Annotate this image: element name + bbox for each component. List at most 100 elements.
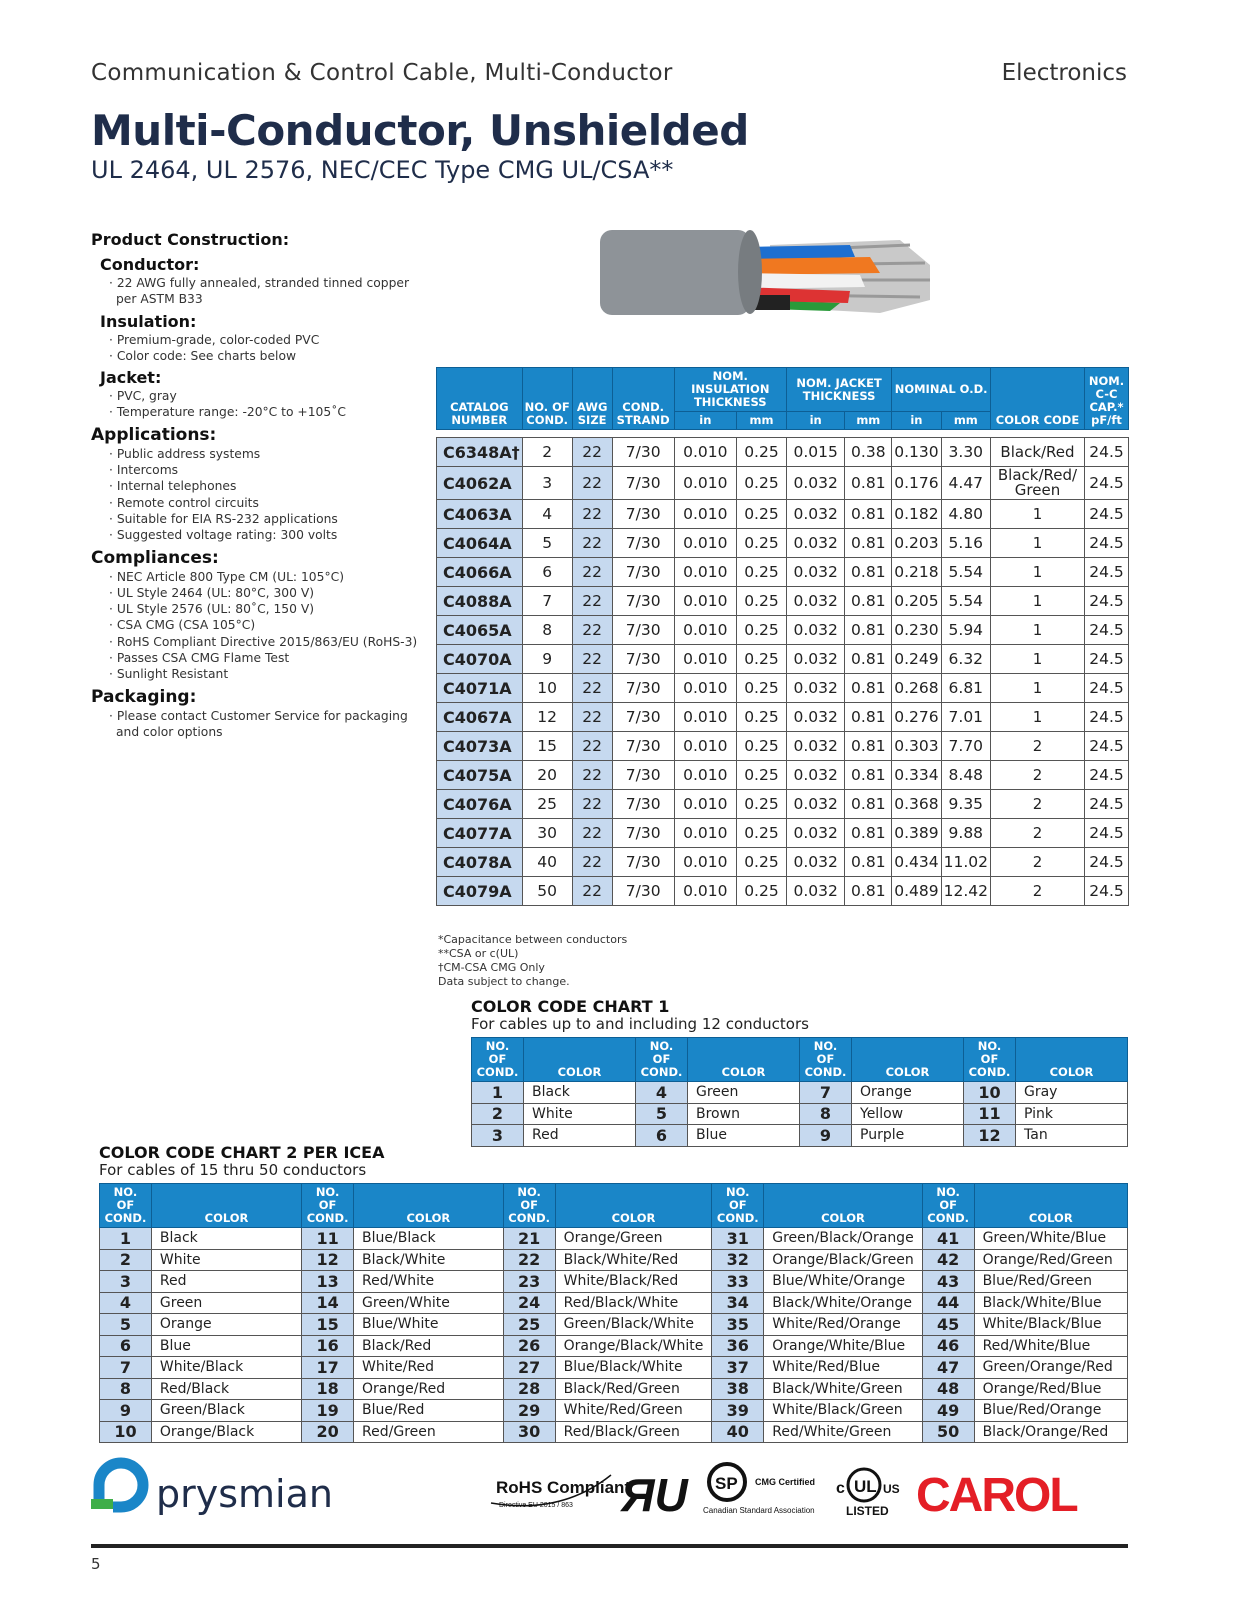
color-code-cell: 2 bbox=[990, 731, 1085, 761]
conductors-cell: 20 bbox=[521, 760, 573, 790]
awg-size-cell: 22 bbox=[571, 847, 613, 877]
awg-size-cell: 22 bbox=[571, 789, 613, 819]
table-row: 5 Orange 15 Blue/White 25 Green/Black/White 35… bbox=[99, 1313, 1129, 1336]
od-mm-cell: 8.48 bbox=[940, 760, 992, 790]
od-mm-cell: 5.54 bbox=[940, 586, 992, 616]
spec-item: 22 AWG fully annealed, stranded tinned c… bbox=[109, 275, 431, 308]
color-code-cell: 1 bbox=[990, 499, 1085, 529]
ul-recognized-logo: ЯU bbox=[620, 1469, 690, 1521]
strand-cell: 7/30 bbox=[611, 847, 675, 877]
insulation-mm-cell: 0.25 bbox=[736, 702, 787, 732]
conductor-color: Black/White/Blue bbox=[973, 1291, 1129, 1314]
spec-item: Public address systems bbox=[109, 446, 431, 462]
capacitance-cell: 24.5 bbox=[1084, 818, 1129, 848]
conductors-cell: 3 bbox=[521, 466, 573, 500]
insulation-mm-cell: 0.25 bbox=[736, 673, 787, 703]
spec-list: Premium-grade, color-coded PVCColor code… bbox=[109, 332, 431, 365]
conductor-number: 3 bbox=[471, 1124, 524, 1147]
conductor-color: Red/Black/Green bbox=[554, 1420, 713, 1443]
conductor-color: Orange/Black/White bbox=[554, 1334, 713, 1357]
prysmian-wordmark: prysmian bbox=[156, 1472, 333, 1516]
conductor-color: Orange/Red bbox=[353, 1377, 504, 1400]
conductor-color: Orange/Red/Green bbox=[973, 1248, 1129, 1271]
conductors-cell: 30 bbox=[521, 818, 573, 848]
spec-list: Please contact Customer Service for pack… bbox=[109, 708, 431, 741]
conductor-number: 6 bbox=[99, 1334, 152, 1357]
catalog-number-cell: C4066A bbox=[436, 557, 523, 587]
col-cond: NO. OF COND. bbox=[963, 1037, 1016, 1082]
document-category: Communication & Control Cable, Multi-Con… bbox=[91, 60, 673, 86]
conductor-number: 9 bbox=[99, 1399, 152, 1422]
spec-list: PVC, grayTemperature range: -20°C to +10… bbox=[109, 388, 431, 421]
unit-mm: mm bbox=[736, 411, 787, 430]
color-code-cell: 1 bbox=[990, 615, 1085, 645]
spec-item: CSA CMG (CSA 105°C) bbox=[109, 617, 431, 633]
col-cond: NO. OF COND. bbox=[799, 1037, 852, 1082]
col-color: COLOR bbox=[687, 1037, 800, 1082]
color-code-cell: 1 bbox=[990, 644, 1085, 674]
product-specifications: Product Construction: Conductor:22 AWG f… bbox=[91, 230, 431, 740]
svg-text:US: US bbox=[883, 1482, 900, 1496]
conductor-number: 11 bbox=[963, 1102, 1016, 1125]
spec-list: NEC Article 800 Type CM (UL: 105°C)UL St… bbox=[109, 569, 431, 683]
od-in-cell: 0.303 bbox=[891, 731, 942, 761]
conductor-color: Orange/Black bbox=[150, 1420, 303, 1443]
footnote: **CSA or c(UL) bbox=[438, 947, 519, 960]
col-insulation: NOM. INSULATION THICKNESS bbox=[673, 367, 787, 412]
conductor-number: 44 bbox=[921, 1291, 975, 1314]
table-row: 8 Red/Black 18 Orange/Red 28 Black/Red/Green 3… bbox=[99, 1377, 1129, 1400]
conductor-number: 4 bbox=[99, 1291, 152, 1314]
conductor-number: 9 bbox=[799, 1124, 852, 1147]
jacket-mm-cell: 0.81 bbox=[844, 702, 893, 732]
conductor-color: Green/Black/Orange bbox=[763, 1227, 923, 1250]
od-mm-cell: 5.94 bbox=[940, 615, 992, 645]
conductor-number: 19 bbox=[301, 1399, 355, 1422]
jacket-mm-cell: 0.81 bbox=[844, 499, 893, 529]
conductor-color: Black bbox=[150, 1227, 303, 1250]
conductors-cell: 50 bbox=[521, 876, 573, 906]
od-in-cell: 0.176 bbox=[891, 466, 942, 500]
conductor-color: Black bbox=[523, 1081, 636, 1104]
conductor-color: Black/White/Red bbox=[554, 1248, 713, 1271]
conductor-number: 20 bbox=[301, 1420, 355, 1443]
strand-cell: 7/30 bbox=[611, 702, 675, 732]
conductor-color: Purple bbox=[851, 1124, 964, 1147]
conductor-number: 30 bbox=[502, 1420, 556, 1443]
od-in-cell: 0.230 bbox=[891, 615, 942, 645]
conductor-color: Green/Black/White bbox=[554, 1313, 713, 1336]
table-row: C4071A 10 22 7/30 0.010 0.25 0.032 0.81 0.268 6.8… bbox=[436, 673, 1129, 703]
conductor-number: 28 bbox=[502, 1377, 556, 1400]
conductor-color: White/Red/Blue bbox=[763, 1356, 923, 1379]
conductor-number: 37 bbox=[711, 1356, 765, 1379]
jacket-mm-cell: 0.81 bbox=[844, 789, 893, 819]
conductor-number: 5 bbox=[99, 1313, 152, 1336]
col-color: COLOR bbox=[851, 1037, 964, 1082]
awg-size-cell: 22 bbox=[571, 702, 613, 732]
conductor-number: 6 bbox=[635, 1124, 688, 1147]
color-code-cell: Black/Red/ Green bbox=[990, 466, 1085, 500]
table-row: 9 Green/Black 19 Blue/Red 29 White/Red/Green 3… bbox=[99, 1399, 1129, 1422]
table-row: C4088A 7 22 7/30 0.010 0.25 0.032 0.81 0.205 5.54… bbox=[436, 586, 1129, 616]
awg-size-cell: 22 bbox=[571, 466, 613, 500]
conductors-cell: 12 bbox=[521, 702, 573, 732]
strand-cell: 7/30 bbox=[611, 528, 675, 558]
col-od: NOMINAL O.D. bbox=[891, 367, 991, 412]
catalog-number-cell: C4075A bbox=[436, 760, 523, 790]
svg-text:CMG Certified: CMG Certified bbox=[755, 1477, 815, 1487]
spec-item: UL Style 2464 (UL: 80°C, 300 V) bbox=[109, 585, 431, 601]
insulation-in-cell: 0.010 bbox=[673, 702, 738, 732]
chart-header-row: NO. OF COND. COLOR NO. OF COND. COLOR NO. OF… bbox=[99, 1183, 1129, 1228]
color-code-cell: 1 bbox=[990, 528, 1085, 558]
col-cond: NO. OF COND. bbox=[502, 1183, 556, 1228]
capacitance-cell: 24.5 bbox=[1084, 789, 1129, 819]
conductor-number: 29 bbox=[502, 1399, 556, 1422]
jacket-in-cell: 0.032 bbox=[785, 644, 846, 674]
od-mm-cell: 5.16 bbox=[940, 528, 992, 558]
awg-size-cell: 22 bbox=[571, 528, 613, 558]
col-catalog: CATALOG NUMBER bbox=[436, 367, 523, 430]
jacket-in-cell: 0.032 bbox=[785, 557, 846, 587]
conductor-number: 35 bbox=[711, 1313, 765, 1336]
jacket-mm-cell: 0.81 bbox=[844, 586, 893, 616]
od-in-cell: 0.334 bbox=[891, 760, 942, 790]
table-row: C4078A 40 22 7/30 0.010 0.25 0.032 0.81 0.434 11.… bbox=[436, 847, 1129, 877]
